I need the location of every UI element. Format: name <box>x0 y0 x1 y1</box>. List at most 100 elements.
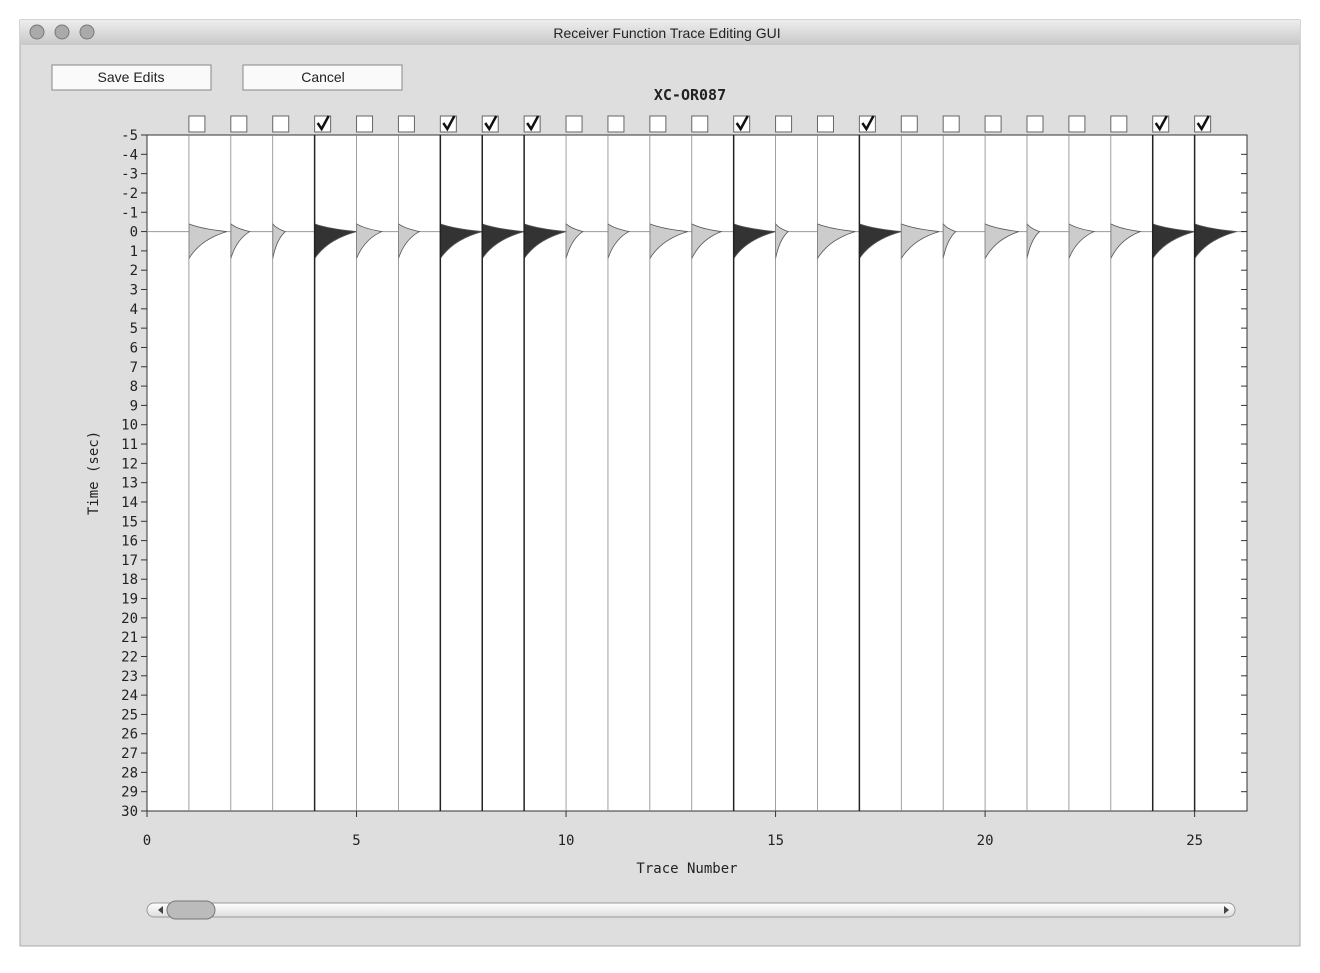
checkmark <box>1154 115 1168 132</box>
y-tick-label: -4 <box>121 147 138 163</box>
chart-title: XC-OR087 <box>654 86 726 104</box>
trace-checkbox[interactable] <box>356 115 374 133</box>
y-tick-label: -2 <box>121 186 138 202</box>
trace-peak <box>1110 223 1142 259</box>
cancel-button[interactable] <box>242 64 403 91</box>
cancel-button-label: Cancel <box>301 69 345 85</box>
trace-checkbox[interactable] <box>397 115 415 133</box>
trace-peak <box>188 223 227 261</box>
y-tick-label: 14 <box>121 495 138 511</box>
y-tick-label: 19 <box>121 592 138 608</box>
trace-peak <box>900 223 940 261</box>
y-tick-label: -5 <box>121 128 138 144</box>
checkmark <box>735 115 749 132</box>
trace-peak <box>230 222 251 259</box>
trace-peak <box>607 223 631 259</box>
trace-peak <box>691 223 723 259</box>
x-tick-label: 15 <box>767 833 784 849</box>
y-tick-label: 0 <box>130 225 138 241</box>
trace-peak <box>775 222 789 259</box>
y-tick-label: 20 <box>121 611 138 627</box>
y-tick-label: 23 <box>121 669 138 685</box>
checkmark <box>484 115 498 132</box>
trace-checkbox[interactable] <box>1068 115 1086 133</box>
y-tick-label: 28 <box>121 765 138 781</box>
trace-peak <box>398 223 421 259</box>
y-tick-label: -1 <box>121 205 138 221</box>
trace-checkbox[interactable] <box>775 115 793 133</box>
y-tick-label: 21 <box>121 630 138 646</box>
trace-peak <box>356 223 384 259</box>
x-tick-label: 5 <box>352 833 360 849</box>
save-button-label: Save Edits <box>98 69 165 85</box>
trace-checkbox[interactable] <box>942 115 960 133</box>
trace-checkbox[interactable] <box>816 115 834 133</box>
y-tick-label: 10 <box>121 418 138 434</box>
y-tick-label: 2 <box>130 263 138 279</box>
y-tick-label: 15 <box>121 514 138 530</box>
trace-peak <box>984 223 1019 259</box>
y-tick-label: 8 <box>130 379 138 395</box>
minimize-button[interactable] <box>54 24 70 40</box>
y-tick-label: 11 <box>121 437 138 453</box>
trace-checkbox[interactable] <box>691 115 709 133</box>
x-tick-label: 25 <box>1186 833 1203 849</box>
y-axis-label: Time (sec) <box>86 431 102 515</box>
trace-checkbox[interactable] <box>984 115 1002 133</box>
trace-peak <box>565 222 584 259</box>
trace-checkbox[interactable] <box>230 115 248 133</box>
close-button[interactable] <box>29 24 45 40</box>
y-tick-label: -3 <box>121 167 138 183</box>
trace-peak <box>1068 223 1096 259</box>
scrollbar-track[interactable] <box>146 902 1236 918</box>
x-tick-label: 10 <box>558 833 575 849</box>
trace-checkbox[interactable] <box>1110 115 1128 133</box>
y-tick-label: 5 <box>130 321 138 337</box>
trace-peak <box>1026 222 1041 259</box>
y-tick-label: 6 <box>130 340 138 356</box>
y-tick-label: 9 <box>130 398 138 414</box>
y-tick-label: 24 <box>121 688 138 704</box>
trace-checkbox[interactable] <box>188 115 206 133</box>
y-tick-label: 13 <box>121 476 138 492</box>
save-button[interactable] <box>51 64 212 91</box>
y-tick-label: 18 <box>121 572 138 588</box>
y-tick-label: 30 <box>121 804 138 820</box>
checkmark <box>526 115 540 132</box>
y-tick-label: 29 <box>121 785 138 801</box>
window-title: Receiver Function Trace Editing GUI <box>553 25 780 41</box>
trace-checkbox[interactable] <box>1026 115 1044 133</box>
trace-peak <box>942 222 957 259</box>
trace-checkbox[interactable] <box>272 115 290 133</box>
trace-peak <box>649 223 688 261</box>
title-bar <box>20 20 1300 45</box>
trace-checkbox[interactable] <box>607 115 625 133</box>
y-tick-label: 4 <box>130 302 138 318</box>
trace-checkbox[interactable] <box>900 115 918 133</box>
x-tick-label: 0 <box>143 833 151 849</box>
trace-checkbox[interactable] <box>565 115 583 133</box>
checkmark <box>316 115 330 132</box>
scrollbar-thumb[interactable] <box>166 900 216 920</box>
x-tick-label: 20 <box>977 833 994 849</box>
checkmark <box>1196 115 1210 132</box>
trace-peak <box>1194 223 1237 260</box>
zoom-button[interactable] <box>79 24 95 40</box>
y-tick-label: 25 <box>121 707 138 723</box>
y-tick-label: 17 <box>121 553 138 569</box>
trace-peak <box>817 223 856 261</box>
y-tick-label: 3 <box>130 283 138 299</box>
checkmark <box>442 115 456 132</box>
y-tick-label: 12 <box>121 456 138 472</box>
y-tick-label: 26 <box>121 727 138 743</box>
x-axis-label: Trace Number <box>636 861 737 877</box>
checkmark <box>861 115 875 132</box>
y-tick-label: 22 <box>121 649 138 665</box>
y-tick-label: 27 <box>121 746 138 762</box>
trace-checkbox[interactable] <box>649 115 667 133</box>
y-tick-label: 1 <box>130 244 138 260</box>
trace-peak <box>272 222 287 259</box>
y-tick-label: 7 <box>130 360 138 376</box>
